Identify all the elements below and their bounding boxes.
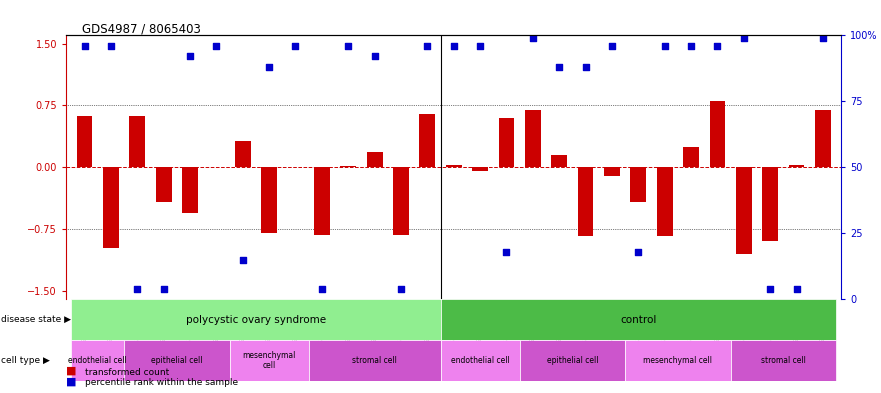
Bar [762,167,778,241]
Point [473,43,487,49]
Bar [393,167,409,235]
Text: endothelial cell: endothelial cell [451,356,509,365]
Bar [182,167,198,213]
Text: polycystic ovary syndrome: polycystic ovary syndrome [186,315,326,325]
Point [262,64,276,70]
Point [367,53,381,60]
Text: ■: ■ [66,377,77,387]
Point [500,248,514,255]
Point [341,43,355,49]
Bar [71,340,124,381]
Bar [261,167,277,233]
Bar [552,155,567,167]
Bar [525,110,541,167]
Bar [340,165,356,167]
Point [104,43,118,49]
Bar [578,167,594,236]
Point [579,64,593,70]
Text: epithelial cell: epithelial cell [546,356,598,365]
Text: mesenchymal
cell: mesenchymal cell [242,351,296,370]
Text: percentile rank within the sample: percentile rank within the sample [85,378,239,387]
Bar [815,110,831,167]
Point [447,43,461,49]
Bar [736,167,751,254]
Bar [103,167,119,248]
Bar [631,167,647,202]
Text: mesenchymal cell: mesenchymal cell [643,356,713,365]
Bar [130,116,145,167]
Bar [308,340,440,381]
Bar [520,340,626,381]
Point [526,35,540,41]
Bar [472,167,488,171]
Bar [709,101,725,167]
Bar [314,167,329,235]
Bar [683,147,699,167]
Bar [124,340,230,381]
Bar [730,340,836,381]
Point [288,43,302,49]
Bar [440,299,836,340]
Bar [366,152,382,167]
Text: endothelial cell: endothelial cell [69,356,127,365]
Text: epithelial cell: epithelial cell [151,356,203,365]
Bar [156,167,172,202]
Text: cell type ▶: cell type ▶ [1,356,49,365]
Point [420,43,434,49]
Bar [77,116,93,167]
Point [236,257,250,263]
Point [763,285,777,292]
Point [552,64,566,70]
Text: transformed count: transformed count [85,368,170,377]
Point [210,43,224,49]
Point [394,285,408,292]
Text: disease state ▶: disease state ▶ [1,315,70,324]
Bar [446,165,462,167]
Point [157,285,171,292]
Text: stromal cell: stromal cell [761,356,806,365]
Bar [604,167,620,176]
Bar [440,340,520,381]
Point [737,35,751,41]
Point [657,43,671,49]
Point [632,248,646,255]
Bar [626,340,730,381]
Text: stromal cell: stromal cell [352,356,397,365]
Point [684,43,698,49]
Point [78,43,92,49]
Point [816,35,830,41]
Bar [788,165,804,167]
Point [183,53,197,60]
Bar [656,167,672,236]
Bar [230,340,308,381]
Bar [419,114,435,167]
Point [605,43,619,49]
Point [789,285,803,292]
Point [710,43,724,49]
Point [315,285,329,292]
Bar [499,118,515,167]
Text: control: control [620,315,656,325]
Point [130,285,144,292]
Text: ■: ■ [66,366,77,376]
Text: GDS4987 / 8065403: GDS4987 / 8065403 [82,22,201,35]
Bar [71,299,440,340]
Bar [235,141,251,167]
